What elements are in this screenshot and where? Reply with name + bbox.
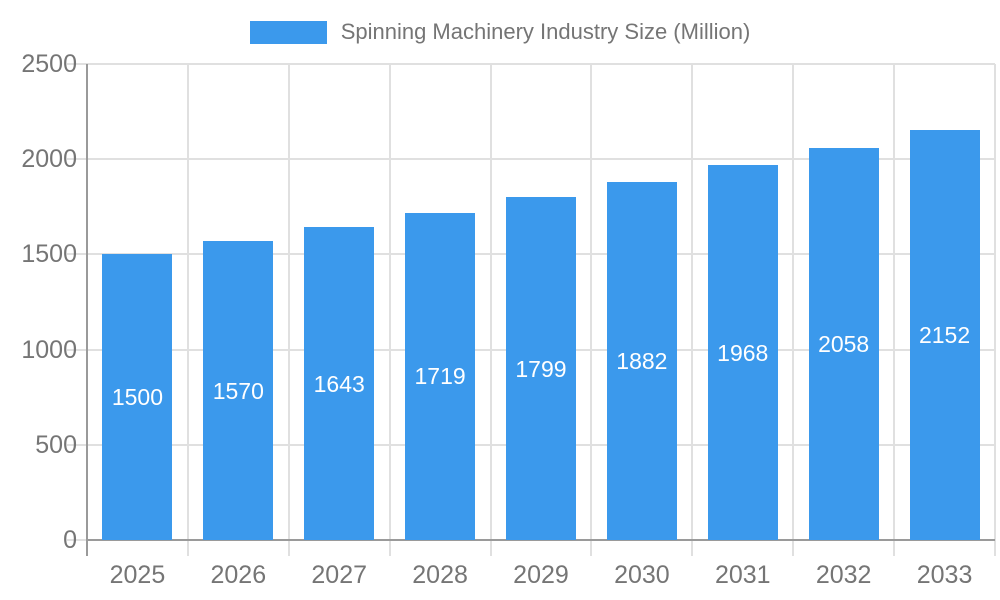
legend-item[interactable]: Spinning Machinery Industry Size (Millio… <box>249 19 751 45</box>
gridline-vertical <box>590 64 593 556</box>
y-axis-tick-label: 500 <box>35 430 77 459</box>
legend-swatch-icon <box>249 20 327 44</box>
y-axis-tick-label: 0 <box>63 526 77 554</box>
x-axis-tick-label: 2027 <box>311 561 368 589</box>
x-axis-tick-label: 2030 <box>614 561 670 589</box>
y-axis-line <box>86 64 88 556</box>
x-axis-tick-label: 2033 <box>916 561 973 589</box>
bar-2032[interactable] <box>808 148 879 540</box>
gridline-vertical <box>186 64 189 556</box>
x-axis-line <box>87 539 995 541</box>
x-axis-tick-label: 2028 <box>412 561 468 589</box>
gridline-vertical <box>388 64 391 556</box>
x-axis-tick-label: 2031 <box>714 561 771 589</box>
bar-2030[interactable] <box>606 181 677 540</box>
bar-2025[interactable] <box>102 254 173 540</box>
bar-2033[interactable] <box>909 130 980 540</box>
x-axis-tick-label: 2025 <box>109 561 166 589</box>
gridline-vertical <box>691 64 694 556</box>
y-axis-tick-label: 1500 <box>21 240 77 269</box>
y-axis-tick <box>67 539 87 541</box>
gridline-vertical <box>994 64 996 556</box>
bar-2026[interactable] <box>203 241 274 540</box>
gridline-horizontal <box>87 158 995 161</box>
bar-2028[interactable] <box>405 212 476 540</box>
y-axis-tick <box>67 63 87 65</box>
y-axis-tick <box>67 253 87 256</box>
gridline-vertical <box>792 64 795 556</box>
y-axis-tick-label: 2000 <box>21 145 77 174</box>
x-axis-tick-label: 2032 <box>815 561 872 589</box>
x-axis-tick-label: 2026 <box>210 561 267 589</box>
bar-2027[interactable] <box>304 227 375 540</box>
y-axis-tick <box>67 348 87 351</box>
x-axis-tick-label: 2029 <box>513 561 569 589</box>
legend-label: Spinning Machinery Industry Size (Millio… <box>340 19 751 44</box>
gridline-vertical <box>893 64 896 556</box>
gridline-vertical <box>287 64 290 556</box>
legend: Spinning Machinery Industry Size (Millio… <box>0 19 1000 45</box>
y-axis-tick-label: 2500 <box>21 50 77 78</box>
y-axis-tick-label: 1000 <box>21 335 77 364</box>
gridline-vertical <box>489 64 492 556</box>
y-axis-tick <box>67 158 87 161</box>
bar-2029[interactable] <box>506 197 576 540</box>
gridline-horizontal <box>87 63 995 65</box>
y-axis-tick <box>67 443 87 446</box>
bar-2031[interactable] <box>707 165 778 540</box>
